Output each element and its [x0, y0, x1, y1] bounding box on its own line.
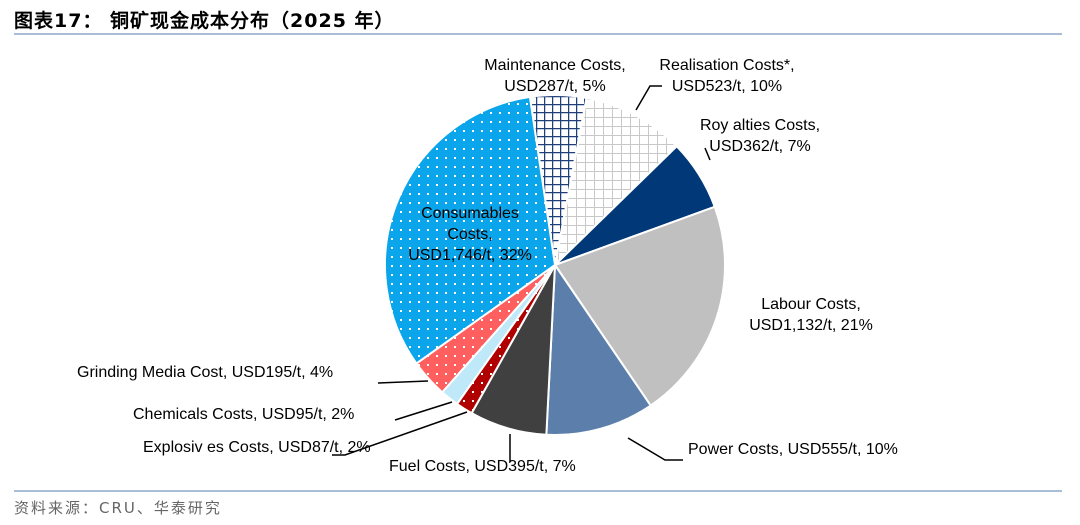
leader-line-realisation	[635, 85, 662, 111]
label-consumables: Consumables Costs, USD1,746/t, 32%	[408, 205, 532, 264]
leader-line-royalties	[704, 147, 711, 161]
pie-slice-labour-costs	[553, 205, 726, 407]
leader-line-chemicals	[394, 401, 453, 421]
leader-line-grinding	[377, 380, 429, 384]
leader-lines	[332, 85, 711, 462]
label-grinding: Grinding Media Cost, USD195/t, 4%	[77, 364, 334, 381]
title-divider	[14, 33, 1062, 35]
leader-line-power	[627, 437, 683, 461]
label-chemicals: Chemicals Costs, USD95/t, 2%	[133, 406, 355, 423]
label-labour: Labour Costs, USD1,132/t, 21%	[749, 296, 873, 334]
footer-divider	[14, 490, 1062, 492]
source-note: 资料来源：CRU、华泰研究	[14, 499, 222, 517]
leader-line-explosives	[332, 411, 468, 456]
pie-slice-realisation-costs	[553, 96, 679, 268]
label-explosives: Explosiv es Costs, USD87/t, 2%	[143, 439, 371, 456]
label-realisation: Realisation Costs*, USD523/t, 10%	[659, 57, 795, 95]
figure-title: 图表17： 铜矿现金成本分布（2025 年）	[14, 10, 395, 32]
label-maintenance: Maintenance Costs, USD287/t, 5%	[484, 57, 626, 95]
label-power: Power Costs, USD555/t, 10%	[688, 441, 898, 458]
pie-slice-power-costs	[545, 261, 653, 436]
pie-slice-consumables-costs	[384, 95, 557, 365]
label-fuel: Fuel Costs, USD395/t, 7%	[389, 458, 576, 475]
label-royalties: Roy alties Costs, USD362/t, 7%	[699, 117, 821, 155]
